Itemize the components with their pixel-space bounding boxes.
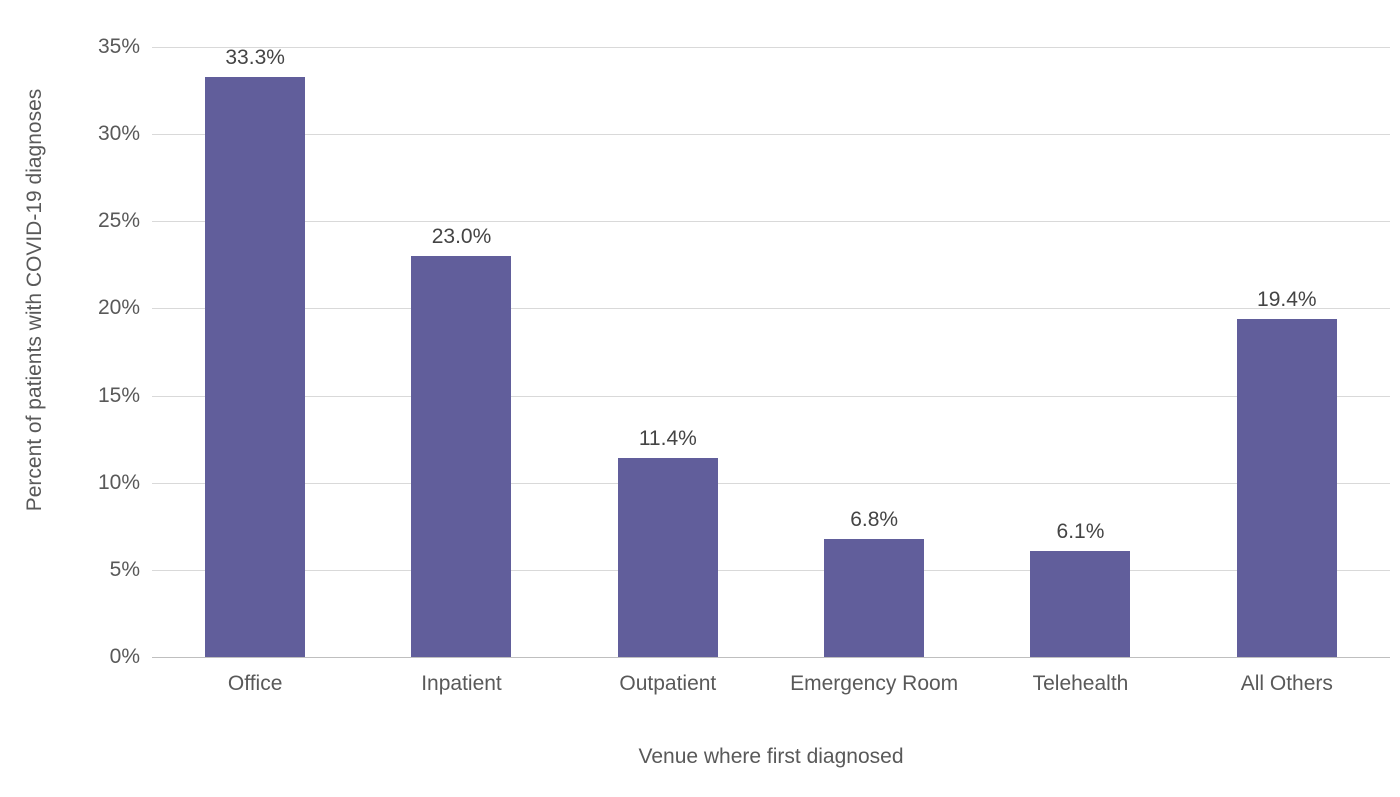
bar-slot: 6.8%: [771, 47, 977, 657]
x-axis-category-labels: Office Inpatient Outpatient Emergency Room T…: [152, 672, 1390, 696]
bar: [617, 458, 718, 657]
bar: [1236, 318, 1337, 657]
gridline-20: [152, 308, 1390, 310]
y-tick-label: 35%: [97, 35, 140, 58]
x-category-label: Telehealth: [1032, 672, 1129, 695]
y-tick-label: 20%: [97, 296, 140, 320]
bar-series: 33.3% 23.0% 11.4% 6.8% 6.1% 19.4%: [152, 45, 1390, 657]
gridline-10: [152, 482, 1390, 484]
gridline-5: [152, 569, 1390, 571]
bar-slot: 23.0%: [358, 47, 564, 657]
bar-value-label: 6.8%: [850, 507, 899, 531]
plot-area: 33.3% 23.0% 11.4% 6.8% 6.1% 19.4%: [152, 45, 1390, 658]
bar-value-label: 6.1%: [1056, 519, 1105, 543]
bar: [824, 538, 925, 657]
gridline-15: [152, 395, 1390, 397]
bar: [1030, 550, 1131, 657]
y-axis-tick-labels: 0% 5% 10% 15% 20% 25% 30% 35%: [0, 35, 140, 668]
bar-slot: 33.3%: [152, 45, 358, 657]
gridline-30: [152, 134, 1390, 136]
x-category-label: Inpatient: [421, 672, 502, 695]
y-tick-label: 25%: [97, 209, 140, 233]
bar-value-label: 23.0%: [431, 225, 492, 249]
y-tick-label: 10%: [97, 470, 140, 494]
y-tick-label: 30%: [97, 122, 140, 146]
x-category-label: Emergency Room: [790, 672, 959, 695]
y-tick-label: 0%: [109, 645, 140, 668]
y-tick-label: 5%: [109, 557, 140, 581]
bar-value-label: 19.4%: [1257, 287, 1317, 311]
gridline-35: [152, 47, 1390, 48]
bar-value-label: 33.3%: [225, 45, 285, 69]
bar-slot: 6.1%: [977, 47, 1183, 657]
x-category-label: Office: [227, 672, 283, 695]
bar-value-label: 11.4%: [638, 427, 697, 451]
bar-slot: 19.4%: [1184, 47, 1390, 657]
x-category-label: Outpatient: [619, 672, 717, 695]
gridline-25: [152, 221, 1390, 223]
x-category-label: All Others: [1240, 672, 1333, 695]
bar: [411, 256, 512, 657]
bar: [205, 76, 306, 657]
gridline-0: [152, 657, 1390, 658]
bar-slot: 11.4%: [565, 47, 771, 657]
y-tick-label: 15%: [97, 383, 140, 407]
x-axis-title: Venue where first diagnosed: [638, 745, 904, 768]
